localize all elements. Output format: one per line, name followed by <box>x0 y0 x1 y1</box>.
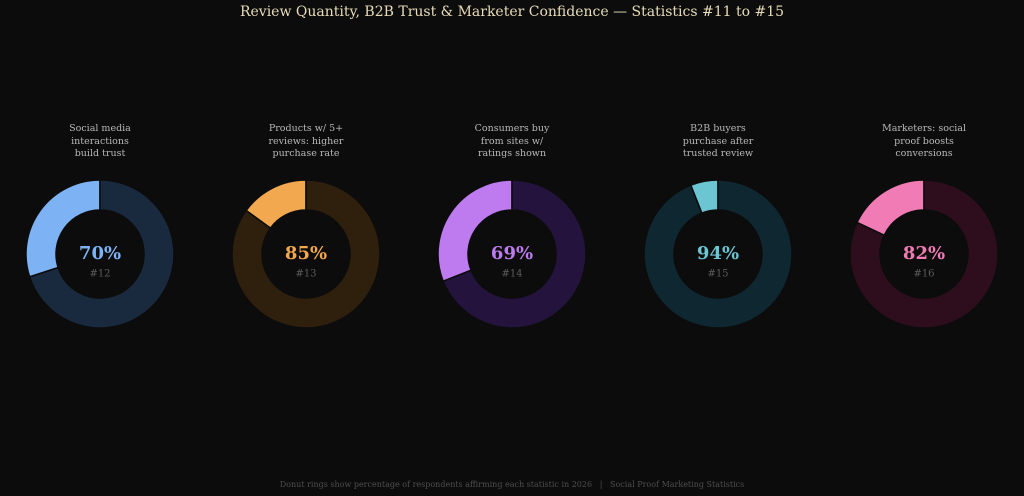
donut-category-label: B2B buyers purchase after trusted review <box>623 123 813 161</box>
donut-category-label-line: interactions <box>71 135 129 147</box>
footer-note: Donut rings show percentage of responden… <box>279 480 745 489</box>
donut-remainder-arc <box>231 179 381 329</box>
donut-chart: 82%#16 <box>849 179 999 329</box>
donut-stat-id: #16 <box>913 269 934 280</box>
donut-category-label-line: proof boosts <box>894 135 954 147</box>
donut-panel: Products w/ 5+ reviews: higher purchase ra… <box>211 0 401 496</box>
donut-stat-id: #13 <box>295 269 316 280</box>
donut-value-label: 70% <box>79 243 121 264</box>
donut-category-label: Consumers buy from sites w/ratings shown <box>417 123 607 161</box>
donut-value-arc <box>437 179 513 283</box>
donut-chart: 94%#15 <box>643 179 793 329</box>
donut-panel: Consumers buy from sites w/ratings shown 6… <box>417 0 607 496</box>
donut-panel: Social media interactions build trust 70% #1… <box>5 0 195 496</box>
donut-category-label-line: trusted review <box>682 148 754 159</box>
donut-stat-id: #14 <box>501 269 522 280</box>
donut-category-label-line: purchase after <box>682 135 754 147</box>
donut-remainder-arc <box>28 179 175 329</box>
donut-category-label-line: build trust <box>74 148 126 159</box>
donut-value-label: 82% <box>903 243 945 264</box>
donut-remainder-arc <box>849 179 999 329</box>
donut-category-label-line: Social media <box>69 123 131 134</box>
donut-chart: 70%#12 <box>25 179 175 329</box>
donut-category-label: Social media interactions build trust <box>5 123 195 161</box>
donut-category-label-line: purchase rate <box>272 148 340 159</box>
donut-category-label-line: from sites w/ <box>480 135 544 147</box>
donut-category-label-line: B2B buyers <box>690 123 746 134</box>
donut-category-label-line: conversions <box>895 148 953 159</box>
donut-panel: B2B buyers purchase after trusted review 94… <box>623 0 813 496</box>
donut-panel: Marketers: social proof boosts conversions… <box>829 0 1019 496</box>
donut-category-label: Products w/ 5+ reviews: higher purchase ra… <box>211 123 401 161</box>
donut-remainder-arc <box>442 179 587 329</box>
donut-chart: 69%#14 <box>437 179 587 329</box>
donut-category-label-line: ratings shown <box>477 148 547 159</box>
donut-chart: 85%#13 <box>231 179 381 329</box>
donut-value-label: 94% <box>697 243 739 264</box>
donut-remainder-arc <box>643 179 793 329</box>
chart-title: Review Quantity, B2B Trust & Marketer Co… <box>239 4 785 20</box>
donut-stat-id: #12 <box>89 269 110 280</box>
donut-category-label-line: Consumers buy <box>474 123 550 134</box>
donut-category-label: Marketers: social proof boosts conversions <box>829 123 1019 161</box>
donut-category-label-line: reviews: higher <box>268 135 344 147</box>
donut-stat-id: #15 <box>707 269 728 280</box>
donut-value-label: 85% <box>285 243 327 264</box>
donut-category-label-line: Marketers: social <box>881 123 967 134</box>
donut-value-label: 69% <box>491 243 533 264</box>
donut-category-label-line: Products w/ 5+ <box>268 123 344 134</box>
